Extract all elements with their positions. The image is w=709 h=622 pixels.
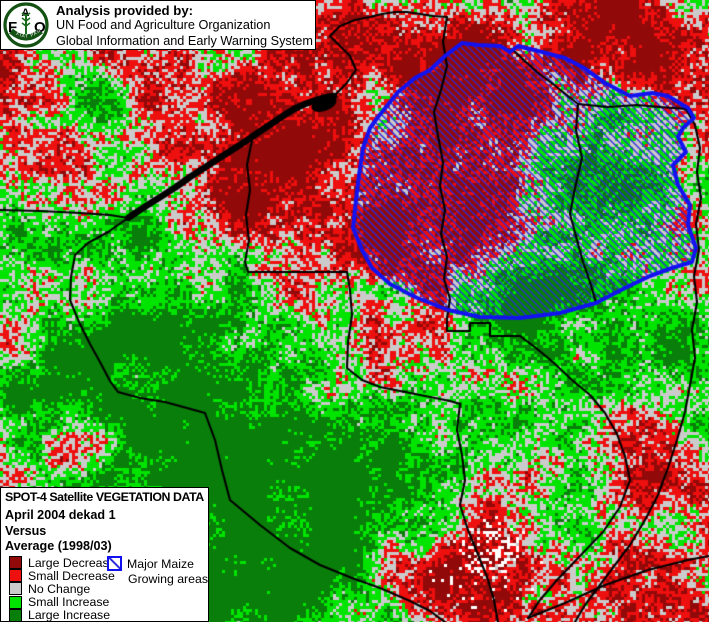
small-increase-swatch [9, 595, 22, 609]
legend-period: April 2004 dekad 1 [5, 508, 116, 522]
header-title: Analysis provided by: [56, 3, 194, 18]
legend-item-label: Large Increase [28, 608, 111, 622]
no-change-swatch [9, 582, 22, 596]
legend-item-no-change: No Change [5, 581, 208, 596]
maize-label-line2: Growing areas [128, 572, 208, 586]
legend-classes: Large Decrease Small Decrease No Change … [5, 555, 208, 622]
legend-item-maize-areas: Major Maize Growing areas [107, 556, 208, 586]
fao-letter-f: F [8, 19, 17, 36]
small-decrease-swatch [9, 569, 22, 583]
legend-item-small-decrease: Small Decrease [5, 568, 208, 583]
legend-item-large-decrease: Large Decrease [5, 555, 208, 570]
legend-baseline: Average (1998/03) [5, 539, 112, 553]
maize-hatch-line [109, 558, 120, 569]
fao-logo-icon: F A O FIAT PANIS [1, 0, 49, 48]
legend-item-label: Small Decrease [28, 568, 115, 583]
analysis-header: F A O FIAT PANIS Analysis provided by: U… [0, 0, 316, 50]
legend-item-label: No Change [28, 581, 91, 596]
legend-title: SPOT-4 Satellite VEGETATION DATA [5, 490, 204, 504]
legend-item-label: Small Increase [28, 595, 110, 610]
legend-item-small-increase: Small Increase [5, 595, 208, 610]
legend-versus: Versus [5, 523, 47, 538]
large-increase-swatch [9, 608, 22, 621]
maize-label-line1: Major Maize [127, 556, 194, 571]
header-system: Global Information and Early Warning Sys… [56, 33, 313, 48]
maize-area-swatch [107, 556, 122, 571]
fao-letter-a: A [22, 7, 30, 19]
legend: SPOT-4 Satellite VEGETATION DATA April 2… [0, 487, 209, 622]
legend-item-label: Large Decrease [28, 555, 116, 570]
large-decrease-swatch [9, 556, 22, 570]
header-organization: UN Food and Agriculture Organization [56, 18, 271, 33]
fao-letter-o: O [34, 19, 46, 36]
legend-item-large-increase: Large Increase [5, 608, 208, 622]
